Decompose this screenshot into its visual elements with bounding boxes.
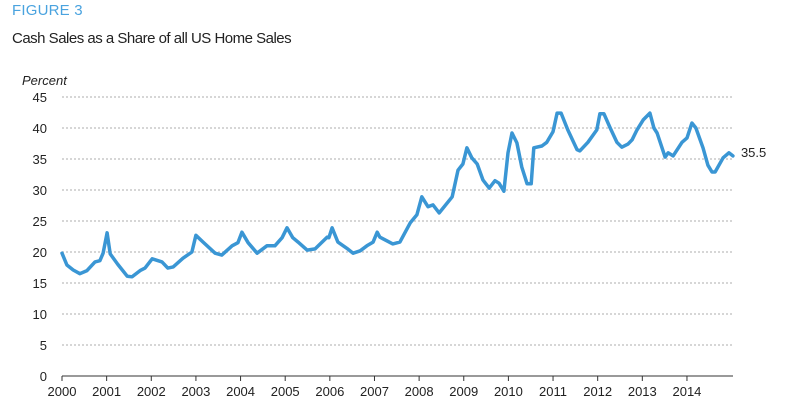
x-tick-label: 2007 [360, 384, 389, 399]
x-tick-label: 2010 [494, 384, 523, 399]
x-tick-label: 2000 [48, 384, 77, 399]
data-line-series [60, 111, 735, 279]
y-tick-label: 15 [33, 276, 47, 291]
y-axis-label: Percent [22, 73, 68, 88]
y-tick-label: 25 [33, 214, 47, 229]
x-tick-label: 2014 [672, 384, 701, 399]
x-tick-label: 2003 [181, 384, 210, 399]
x-tick-label: 2001 [92, 384, 121, 399]
figure-label: FIGURE 3 [12, 2, 83, 19]
y-tick-label: 35 [33, 152, 47, 167]
y-tick-label: 45 [33, 90, 47, 105]
x-tick-label: 2002 [137, 384, 166, 399]
x-tick-label: 2008 [405, 384, 434, 399]
end-value-label: 35.5 [741, 145, 766, 160]
x-tick-label: 2012 [583, 384, 612, 399]
x-tick-label: 2004 [226, 384, 255, 399]
x-tick-label: 2009 [449, 384, 478, 399]
y-tick-label: 20 [33, 245, 47, 260]
chart-title: Cash Sales as a Share of all US Home Sal… [12, 30, 292, 47]
y-tick-label: 0 [40, 369, 47, 384]
y-tick-label: 10 [33, 307, 47, 322]
x-tick-label: 2013 [628, 384, 657, 399]
y-tick-label: 40 [33, 121, 47, 136]
x-tick-label: 2005 [271, 384, 300, 399]
x-tick-label: 2006 [315, 384, 344, 399]
y-tick-label: 30 [33, 183, 47, 198]
y-tick-label: 5 [40, 338, 47, 353]
x-tick-label: 2011 [539, 384, 567, 399]
